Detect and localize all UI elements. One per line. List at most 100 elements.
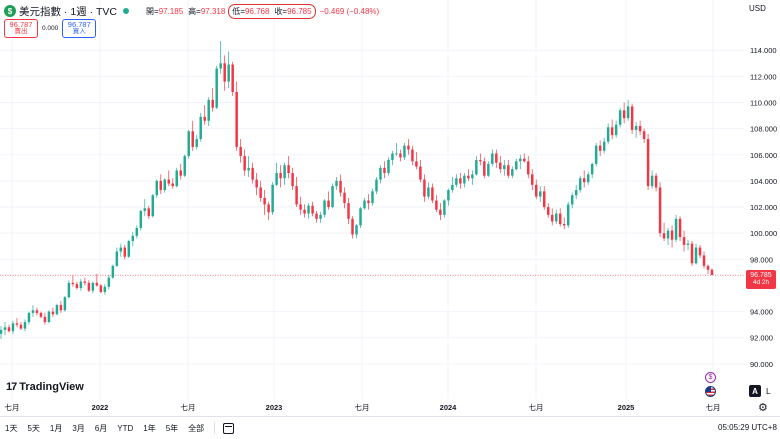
candle: [63, 295, 67, 312]
candle: [67, 280, 71, 299]
candle: [363, 197, 366, 210]
candle: [119, 243, 123, 257]
calendar-icon[interactable]: [223, 422, 235, 434]
candle: [638, 120, 642, 136]
sell-button[interactable]: 96.787 賣出: [4, 18, 38, 38]
us-flag-icon[interactable]: [705, 386, 716, 397]
candle: [315, 210, 318, 223]
currency-label[interactable]: USD: [749, 4, 766, 13]
candle: [39, 311, 43, 319]
candle: [7, 324, 11, 333]
x-tick-label: 七月: [706, 403, 721, 412]
log-scale-button[interactable]: L: [766, 386, 771, 396]
candle: [375, 176, 378, 194]
candle: [598, 140, 602, 157]
candle: [323, 199, 326, 218]
range-6m[interactable]: 6月: [94, 423, 108, 433]
candle: [91, 281, 95, 294]
candle: [447, 188, 450, 206]
candle: [147, 205, 151, 219]
tradingview-logo[interactable]: 17 TradingView: [6, 381, 84, 393]
sell-label: 賣出: [14, 28, 28, 35]
range-all[interactable]: 全部: [188, 423, 205, 433]
dividend-event-icon[interactable]: $: [705, 372, 716, 383]
candle: [614, 120, 618, 138]
range-1d[interactable]: 1天: [5, 423, 18, 433]
candle: [99, 284, 103, 294]
x-tick-label: 七月: [355, 403, 370, 412]
candle: [539, 186, 542, 202]
candle: [710, 268, 714, 276]
y-tick-label: 92.000: [750, 334, 773, 343]
range-ytd[interactable]: YTD: [117, 423, 134, 433]
low-close-highlight: 低= 96.768 收= 96.785: [228, 3, 316, 19]
candle: [51, 307, 55, 317]
candle: [251, 162, 254, 184]
candle: [435, 195, 438, 213]
candle: [371, 188, 374, 206]
candle: [706, 264, 710, 274]
candle: [662, 222, 666, 242]
high-value: 97.318: [200, 6, 226, 16]
candle: [239, 139, 242, 163]
candle: [143, 199, 147, 217]
candle: [351, 216, 354, 239]
candle: [507, 159, 510, 179]
candle: [235, 81, 238, 151]
candle: [630, 103, 634, 134]
symbol-logo-icon[interactable]: $: [4, 5, 16, 17]
symbol-title[interactable]: 美元指數 · 1週 · TVC: [19, 5, 118, 18]
sell-price: 96.787: [9, 19, 33, 29]
candle: [243, 149, 246, 176]
candle: [622, 102, 626, 124]
candle: [311, 201, 314, 217]
symbol-info: $ 美元指數 · 1週 · TVC 開= 97.185 高= 97.318 低=…: [4, 3, 379, 19]
trade-buttons: 96.787 賣出 0.000 96.787 買入: [4, 18, 97, 38]
candle: [379, 165, 382, 184]
candle: [582, 170, 586, 188]
candle: [387, 157, 390, 176]
candle: [31, 305, 35, 317]
auto-scale-button[interactable]: A: [749, 385, 761, 397]
candle: [275, 162, 278, 187]
candle: [135, 225, 139, 239]
ohlc-values: 開= 97.185 高= 97.318 低= 96.768 收= 96.785 …: [141, 3, 379, 19]
candle: [307, 203, 310, 219]
y-tick-label: 100.000: [750, 229, 777, 238]
candle: [103, 284, 107, 295]
range-1m[interactable]: 1月: [49, 423, 63, 433]
candle: [674, 214, 678, 243]
price-chart[interactable]: 114.000 112.000 110.000 108.000 106.000 104.0…: [0, 0, 780, 416]
spread-value: 0.000: [42, 24, 59, 32]
y-tick-label: 112.000: [750, 72, 777, 81]
low-label: 低=: [232, 6, 245, 16]
candle: [487, 161, 490, 177]
y-tick-label: 106.000: [750, 151, 777, 160]
tradingview-logo-text: TradingView: [19, 381, 84, 393]
candle: [271, 182, 274, 215]
close-label: 收=: [274, 6, 288, 16]
candle: [3, 322, 7, 336]
buy-button[interactable]: 96.787 買入: [62, 18, 97, 38]
range-5d[interactable]: 5天: [27, 423, 40, 433]
range-5y[interactable]: 5年: [165, 423, 179, 433]
candle: [283, 162, 286, 185]
last-price-label: 96.785 4d 2h: [746, 270, 776, 289]
gear-icon[interactable]: ⚙: [758, 402, 768, 414]
candle: [187, 129, 190, 159]
price-axis: 114.000 112.000 110.000 108.000 106.000 104.0…: [750, 46, 777, 369]
candle: [511, 166, 514, 179]
market-status-icon[interactable]: [123, 8, 130, 14]
candle: [223, 55, 226, 91]
candle: [231, 61, 234, 96]
range-1y[interactable]: 1年: [143, 423, 156, 433]
candle: [634, 122, 638, 138]
candle: [503, 159, 506, 176]
candle: [479, 153, 482, 166]
candle: [499, 156, 502, 174]
clock-display[interactable]: 05:05:29 UTC+8: [718, 423, 777, 432]
range-3m[interactable]: 3月: [72, 423, 85, 433]
candle: [355, 224, 358, 239]
candle: [11, 320, 15, 334]
candle: [431, 183, 434, 204]
